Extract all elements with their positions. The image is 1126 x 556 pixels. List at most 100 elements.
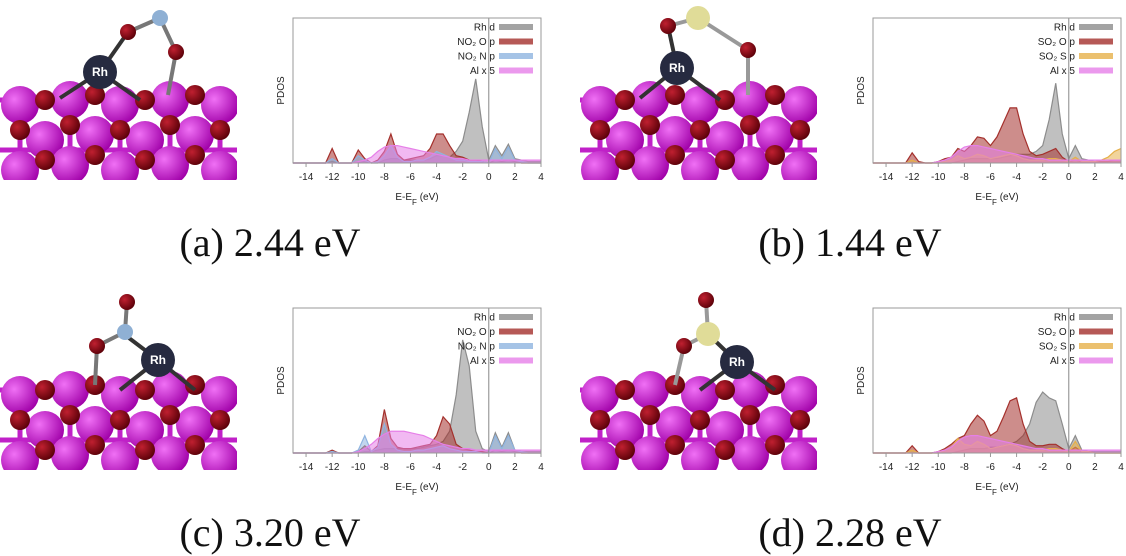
- x-axis-label-part: E-E: [975, 192, 992, 203]
- x-axis-label: E-EF (eV): [975, 192, 1018, 207]
- x-tick-label: -4: [432, 172, 441, 183]
- x-tick-label: -14: [879, 462, 894, 473]
- legend-label: NO₂ O p: [457, 327, 495, 338]
- x-tick-label: 2: [512, 172, 518, 183]
- legend-label: Rh d: [474, 23, 495, 34]
- x-tick-label: 4: [1118, 462, 1124, 473]
- x-tick-label: -2: [458, 172, 467, 183]
- legend-swatch: [499, 329, 533, 335]
- x-axis-label-part: E-E: [975, 482, 992, 493]
- figure: Rh Rh Rh Rh -14 -12 -10 -8 -6 -4 -2 0 2 4 E-EF (eV…: [0, 0, 1126, 556]
- legend-label: NO₂ N p: [458, 342, 496, 353]
- legend-swatch: [499, 314, 533, 320]
- legend-swatch: [499, 39, 533, 45]
- x-tick-label: -2: [1038, 462, 1047, 473]
- structure: Rh: [0, 294, 239, 479]
- caption: (a) 2.44 eV: [179, 220, 360, 265]
- x-tick-label: -12: [905, 462, 920, 473]
- x-tick-label: -6: [986, 172, 995, 183]
- legend-label: Al x 5: [1050, 356, 1075, 367]
- x-tick-label: -2: [458, 462, 467, 473]
- legend-label: NO₂ N p: [458, 52, 496, 63]
- x-axis-label-part: (eV): [417, 482, 439, 493]
- legend-swatch: [499, 24, 533, 30]
- structure: Rh: [580, 6, 819, 189]
- legend-label: SO₂ O p: [1038, 327, 1076, 338]
- x-tick-label: -6: [406, 172, 415, 183]
- legend-swatch: [499, 358, 533, 364]
- legend-swatch: [499, 68, 533, 74]
- legend-label: Rh d: [474, 313, 495, 324]
- x-tick-label: -8: [380, 172, 389, 183]
- x-tick-label: -2: [1038, 172, 1047, 183]
- y-axis-label: PDOS: [276, 366, 287, 395]
- x-tick-label: 0: [486, 462, 492, 473]
- x-tick-label: 2: [1092, 462, 1098, 473]
- y-axis-label: PDOS: [276, 76, 287, 105]
- x-tick-label: -10: [351, 172, 366, 183]
- x-axis-label: E-EF (eV): [395, 192, 438, 207]
- legend-swatch: [1079, 314, 1113, 320]
- legend-label: SO₂ S p: [1039, 52, 1076, 63]
- x-tick-label: -14: [879, 172, 894, 183]
- x-tick-label: 4: [1118, 172, 1124, 183]
- x-tick-label: -6: [406, 462, 415, 473]
- legend-label: SO₂ S p: [1039, 342, 1076, 353]
- x-tick-label: -8: [960, 462, 969, 473]
- x-tick-label: -6: [986, 462, 995, 473]
- x-tick-label: -8: [960, 172, 969, 183]
- x-tick-label: -10: [351, 462, 366, 473]
- legend-label: SO₂ O p: [1038, 37, 1076, 48]
- caption: (d) 2.28 eV: [758, 510, 941, 555]
- x-tick-label: -8: [380, 462, 389, 473]
- legend-swatch: [499, 343, 533, 349]
- x-axis-label-part: (eV): [417, 192, 439, 203]
- x-tick-label: 0: [1066, 172, 1072, 183]
- y-axis-label: PDOS: [856, 76, 867, 105]
- x-axis-label-part: E-E: [395, 482, 412, 493]
- x-tick-label: 4: [538, 462, 544, 473]
- legend-swatch: [499, 53, 533, 59]
- y-axis-label: PDOS: [856, 366, 867, 395]
- legend-label: Rh d: [1054, 313, 1075, 324]
- structure: Rh: [0, 10, 239, 189]
- caption: (c) 3.20 eV: [179, 510, 360, 555]
- legend-swatch: [1079, 53, 1113, 59]
- legend-label: Al x 5: [470, 66, 495, 77]
- x-tick-label: 0: [486, 172, 492, 183]
- atom-label: Rh: [669, 61, 685, 75]
- x-axis-label: E-EF (eV): [395, 482, 438, 497]
- legend-swatch: [1079, 24, 1113, 30]
- x-axis-label-part: (eV): [997, 482, 1019, 493]
- legend-swatch: [1079, 68, 1113, 74]
- atom-label: Rh: [92, 65, 108, 79]
- x-tick-label: 4: [538, 172, 544, 183]
- x-axis-label: E-EF (eV): [975, 482, 1018, 497]
- legend-label: Rh d: [1054, 23, 1075, 34]
- legend-swatch: [1079, 358, 1113, 364]
- x-axis-label-part: E-E: [395, 192, 412, 203]
- x-tick-label: -12: [325, 462, 340, 473]
- x-tick-label: 2: [1092, 172, 1098, 183]
- x-tick-label: -14: [299, 172, 314, 183]
- x-tick-label: 2: [512, 462, 518, 473]
- legend-swatch: [1079, 343, 1113, 349]
- x-tick-label: -4: [1012, 462, 1021, 473]
- x-axis-label-part: (eV): [997, 192, 1019, 203]
- x-tick-label: -4: [432, 462, 441, 473]
- x-tick-label: -10: [931, 462, 946, 473]
- atom-label: Rh: [150, 353, 166, 367]
- caption: (b) 1.44 eV: [758, 220, 941, 265]
- legend-label: Al x 5: [470, 356, 495, 367]
- x-tick-label: -14: [299, 462, 314, 473]
- atom-label: Rh: [729, 355, 745, 369]
- legend-swatch: [1079, 329, 1113, 335]
- x-tick-label: -12: [905, 172, 920, 183]
- structure: Rh: [580, 292, 819, 479]
- legend-label: Al x 5: [1050, 66, 1075, 77]
- x-tick-label: 0: [1066, 462, 1072, 473]
- x-tick-label: -12: [325, 172, 340, 183]
- x-tick-label: -4: [1012, 172, 1021, 183]
- legend-swatch: [1079, 39, 1113, 45]
- legend-label: NO₂ O p: [457, 37, 495, 48]
